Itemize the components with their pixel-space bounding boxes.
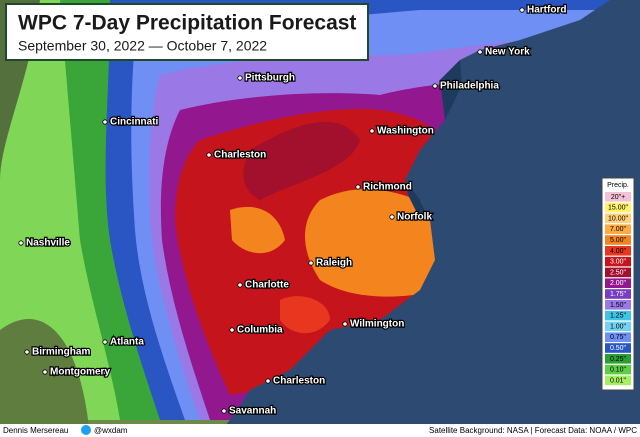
legend-label: 1.25" (610, 313, 627, 320)
city-label: Nashville (26, 238, 70, 249)
legend-swatch (605, 235, 631, 245)
city-dot (18, 240, 24, 246)
orange-area (230, 206, 285, 254)
legend-swatch (605, 289, 631, 299)
legend-label: 15.00" (608, 205, 629, 212)
city-label: Birmingham (32, 347, 90, 358)
legend-swatch (605, 278, 631, 288)
city-dot (477, 49, 483, 55)
footer-background (0, 424, 640, 437)
legend-label: 0.01" (610, 377, 627, 384)
legend-swatch (605, 364, 631, 375)
legend-swatch (605, 256, 631, 267)
author: Dennis Mersereau (3, 426, 68, 435)
legend-label: 10.00" (608, 215, 629, 222)
city-dot (237, 282, 243, 288)
city-dot (355, 184, 361, 190)
title: WPC 7-Day Precipitation Forecast (18, 12, 356, 35)
city-label: Savannah (229, 406, 276, 417)
legend-swatch (605, 202, 631, 213)
legend-label: 4.00" (610, 248, 627, 255)
legend-label: 1.50" (610, 302, 627, 309)
city-label: New York (485, 47, 530, 58)
city-dot (432, 83, 438, 89)
legend-swatch (605, 310, 631, 321)
city-dot (24, 349, 30, 355)
legend: Precip. 20"+ 15.00" 10.00" 7.00" 5.00" 4.00" 3… (601, 177, 635, 391)
legend-swatch (605, 224, 631, 234)
footer: Dennis Mersereau @wxdam Satellite Backgr… (0, 424, 640, 437)
legend-label: 0.50" (610, 345, 627, 352)
legend-title: Precip. (607, 182, 629, 189)
city-label: Cincinnati (110, 117, 159, 128)
legend-swatch (605, 332, 631, 342)
twitter-icon (81, 425, 91, 435)
city-label: Wilmington (350, 319, 404, 330)
city-dot (369, 128, 375, 134)
title-box: WPC 7-Day Precipitation Forecast Septemb… (5, 3, 369, 61)
city-label: Washington (377, 126, 434, 137)
legend-label: 2.50" (610, 269, 627, 276)
city-dot (42, 369, 48, 375)
legend-label: 20"+ (611, 194, 625, 201)
legend-label: 3.00" (610, 259, 627, 266)
city-label: Hartford (527, 5, 566, 16)
city-dot (102, 119, 108, 125)
city-dot (308, 260, 314, 266)
city-label: Columbia (237, 325, 283, 336)
city-dot (389, 214, 395, 220)
orange-area (305, 189, 440, 297)
credits: Satellite Background: NASA | Forecast Da… (429, 426, 637, 435)
dark-red-area (243, 121, 360, 200)
city-label: Charleston (214, 150, 266, 161)
legend-label: 0.75" (610, 334, 627, 341)
city-labels: Hartford New York Philadelphia Pittsburgh Ci… (18, 3, 568, 418)
legend-swatch (605, 375, 631, 386)
city-dot (221, 408, 227, 414)
legend-label: 2.00" (610, 280, 627, 287)
legend-swatch (605, 354, 631, 364)
legend-swatch (605, 300, 631, 310)
city-dot (102, 339, 108, 345)
legend-label: 5.00" (610, 237, 627, 244)
legend-label: 1.00" (610, 323, 627, 330)
legend-label: 0.25" (610, 356, 627, 363)
city-label: Atlanta (110, 337, 144, 348)
city-label: Charlotte (245, 280, 289, 291)
legend-swatch (605, 321, 631, 332)
city-label: Norfolk (397, 212, 432, 223)
city-dot (237, 75, 243, 81)
city-label: Richmond (363, 182, 412, 193)
city-dot (342, 321, 348, 327)
legend-swatch (605, 213, 631, 224)
legend-swatch (605, 343, 631, 353)
city-dot (265, 378, 271, 384)
subtitle: September 30, 2022 — October 7, 2022 (18, 38, 267, 54)
dry-area (0, 319, 90, 437)
city-dot (206, 152, 212, 158)
legend-label: 1.75" (610, 291, 627, 298)
city-label: Montgomery (50, 367, 110, 378)
city-label: Pittsburgh (245, 73, 295, 84)
legend-swatch (605, 267, 631, 278)
legend-label: 0.10" (610, 367, 627, 374)
city-label: Raleigh (316, 258, 352, 269)
ocean (215, 0, 640, 437)
bay (405, 60, 462, 220)
city-label: Philadelphia (440, 81, 499, 92)
city-dot (229, 327, 235, 333)
handle: @wxdam (94, 426, 128, 435)
bright-red-area (280, 296, 330, 334)
legend-label: 7.00" (610, 226, 627, 233)
city-dot (519, 7, 525, 13)
legend-swatch (605, 192, 631, 202)
legend-swatch (605, 246, 631, 256)
city-label: Charleston (273, 376, 325, 387)
title-background (5, 3, 369, 61)
